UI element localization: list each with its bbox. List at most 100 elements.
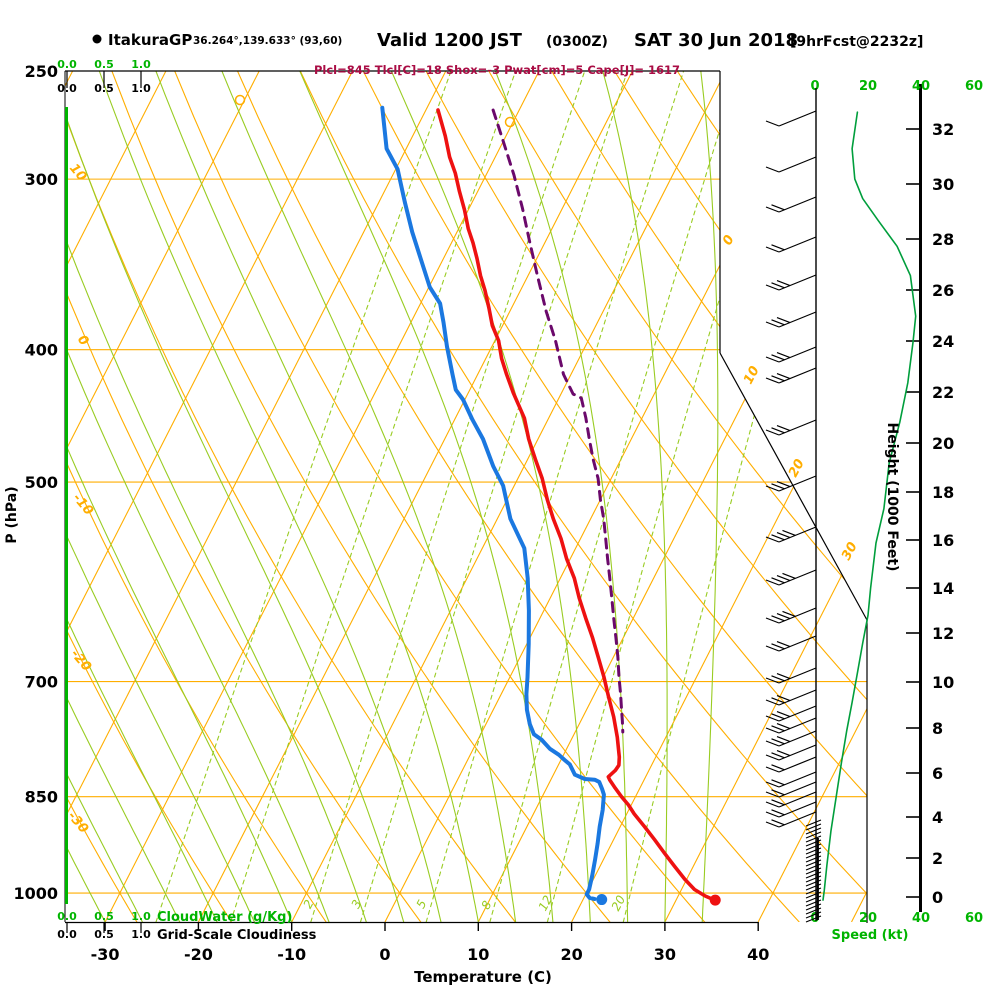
wind-barb-shaft (778, 367, 817, 384)
wind-barb-shaft (778, 730, 817, 747)
adiabat-label-mark (504, 116, 516, 128)
pressure-tick-label: 500 (25, 473, 58, 492)
wind-barb-feather (771, 615, 785, 622)
wind-barb-feather (771, 779, 785, 786)
wind-barb-feather (771, 319, 785, 326)
height-tick-label: 8 (932, 719, 943, 738)
pressure-axis-label: P (hPa) (4, 486, 20, 543)
wind-barb-shaft (778, 811, 817, 828)
cloudiness-scale-top: 0.0 (57, 82, 77, 95)
plot-right-border-diagonal (719, 352, 868, 621)
plot-frame (64, 70, 868, 924)
adiabat-label-mark (234, 94, 246, 106)
station-bullet-icon (92, 34, 102, 44)
wind-barb-feather (765, 321, 780, 328)
moist-adiabat-line (65, 71, 218, 922)
height-tick-label: 22 (932, 383, 954, 402)
wind-barb-feather (776, 373, 791, 380)
valid-zulu: (0300Z) (546, 34, 608, 50)
mixing-ratio-label: 8 (478, 898, 494, 912)
wind-barb-feather (765, 811, 780, 818)
wind-barb-shaft (778, 311, 817, 328)
dry-adiabat-label: 10 (66, 161, 89, 185)
height-tick-label: 6 (932, 764, 943, 783)
height-tick-label: 26 (932, 281, 954, 300)
speed-tick-label-bottom: 60 (965, 911, 983, 926)
wind-barb-feather (765, 699, 780, 706)
height-tick-label: 20 (932, 434, 954, 453)
wind-barb-shaft (778, 475, 817, 492)
wind-barb-shaft (778, 781, 817, 798)
mixing-ratio-line (425, 71, 685, 922)
wind-barb-feather (776, 425, 791, 432)
wind-barb-feather (776, 750, 791, 757)
height-tick-label: 28 (932, 230, 954, 249)
isotherm-label: 30 (839, 540, 861, 563)
pressure-tick-label: 400 (25, 341, 58, 360)
wind-barb-feather (776, 352, 791, 359)
wind-barb-shaft (778, 526, 817, 543)
wind-barb-shaft (778, 346, 817, 363)
speed-axis-label: Speed (kt) (832, 928, 909, 943)
wind-barb-hatch (805, 831, 822, 839)
wind-barb-shaft (778, 791, 817, 808)
moist-adiabat-line (65, 71, 405, 922)
wind-barb-feather (782, 572, 796, 579)
wind-barb-feather (771, 204, 785, 211)
dry-adiabat-line (111, 71, 611, 922)
wind-barb-feather (765, 166, 780, 173)
height-tick-label: 2 (932, 849, 943, 868)
dry-adiabat-line (65, 71, 422, 922)
wind-barb-feather (771, 713, 785, 720)
wind-barb-feather (771, 809, 785, 816)
dry-adiabat-line (299, 71, 867, 922)
stability-stats-line: Plcl=845 Tlcl[C]=18 Shox=-3 Pwat[cm]=5 C… (314, 63, 680, 77)
station-coords: 36.264°,139.633° (93,60) (193, 35, 342, 47)
isotherm-label: 20 (786, 457, 808, 480)
cloudiness-scale-bottom: 1.0 (131, 928, 151, 941)
wind-barb-feather (771, 577, 785, 584)
mixing-ratio-label: 2 (300, 897, 316, 910)
temperature-axis-label: Temperature (C) (414, 968, 552, 986)
pressure-tick-label: 1000 (13, 884, 58, 903)
wind-barb-feather (765, 766, 780, 773)
wind-barb-shaft (778, 236, 817, 253)
moist-adiabat-line (221, 71, 517, 922)
temperature-tick-label: -30 (91, 945, 120, 964)
cloudwater-scale-bottom: 1.0 (131, 910, 151, 923)
temperature-tick-label: 0 (379, 945, 390, 964)
dry-adiabat-line (65, 71, 327, 922)
dry-adiabat-line (65, 71, 138, 922)
dry-adiabat-line (174, 71, 706, 922)
wind-barb-shaft (778, 635, 817, 652)
forecast-tag: [9hrFcst@2232z] (790, 34, 923, 50)
wind-barb-feather (765, 377, 780, 384)
dry-adiabat-line (65, 71, 233, 922)
valid-date: SAT 30 Jun 2018 (634, 30, 798, 51)
height-tick-label: 12 (932, 624, 954, 643)
isotherm-line (664, 71, 867, 922)
mixing-ratio-line (310, 71, 586, 922)
dry-adiabat-label: -10 (69, 491, 96, 519)
temperature-line (436, 108, 714, 901)
wind-barb-feather (776, 711, 791, 718)
height-tick-label: 16 (932, 531, 954, 550)
wind-barb-feather (765, 536, 780, 543)
wind-barb-feather (776, 280, 791, 287)
cloudwater-scale-top: 0.5 (94, 58, 114, 71)
dry-adiabat-line (488, 71, 867, 922)
surface-dewpoint-dot (596, 894, 608, 906)
wind-barb-shaft (778, 705, 817, 722)
moist-adiabat-line (65, 71, 330, 922)
cloudwater-scale-bottom: 0.5 (94, 910, 114, 923)
wind-barb-hatch (805, 819, 822, 827)
mixing-ratio-line (489, 71, 739, 922)
cloudiness-scale-top: 0.5 (94, 82, 114, 95)
wind-barb-feather (776, 532, 791, 539)
wind-barb-feather (771, 375, 785, 382)
moist-adiabat-line (602, 71, 668, 922)
cloudiness-scale-bottom: 0.0 (57, 928, 77, 941)
temperature-tick-label: 20 (560, 945, 582, 964)
wind-barb-feather (776, 317, 791, 324)
